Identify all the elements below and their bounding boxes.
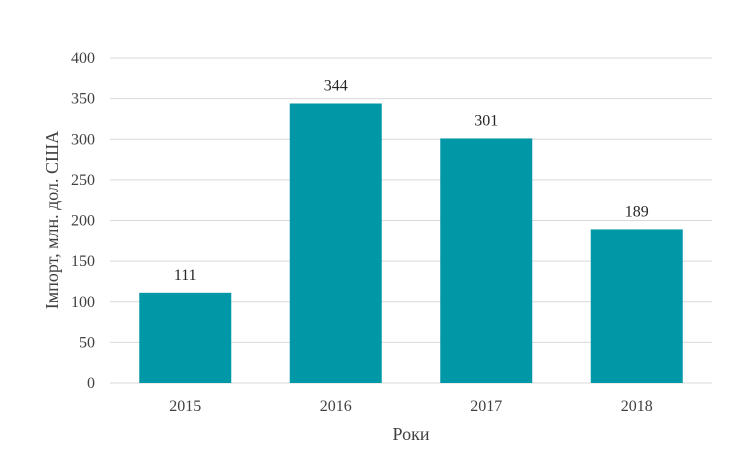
bar-2018 [590, 229, 683, 383]
y-tick-label: 350 [71, 91, 95, 108]
data-labels: 111 344 301 189 [174, 78, 649, 284]
y-tick-label: 200 [71, 213, 95, 230]
y-tick-label: 400 [71, 50, 95, 67]
bar-2015 [139, 292, 232, 383]
data-label-2016: 344 [324, 78, 348, 95]
y-axis-title: Імпорт, млн. дол. США [42, 131, 62, 309]
y-tick-label: 0 [87, 375, 95, 392]
x-tick-label-2016: 2016 [320, 398, 352, 415]
y-tick-label: 50 [79, 334, 95, 351]
x-axis-title: Роки [393, 424, 430, 444]
data-label-2017: 301 [474, 112, 498, 129]
y-tick-label: 300 [71, 131, 95, 148]
bar-2017 [440, 138, 533, 383]
bar-2016 [289, 103, 382, 383]
x-axis-ticks: 2015 2016 2017 2018 [169, 398, 653, 415]
x-tick-label-2015: 2015 [169, 398, 201, 415]
data-label-2015: 111 [174, 267, 197, 284]
y-tick-label: 150 [71, 253, 95, 270]
y-axis-ticks: 0 50 100 150 200 250 300 350 400 [71, 50, 95, 392]
x-tick-label-2017: 2017 [470, 398, 502, 415]
y-tick-label: 250 [71, 172, 95, 189]
x-tick-label-2018: 2018 [621, 398, 653, 415]
data-label-2018: 189 [625, 203, 649, 220]
bars [139, 103, 683, 383]
y-tick-label: 100 [71, 294, 95, 311]
